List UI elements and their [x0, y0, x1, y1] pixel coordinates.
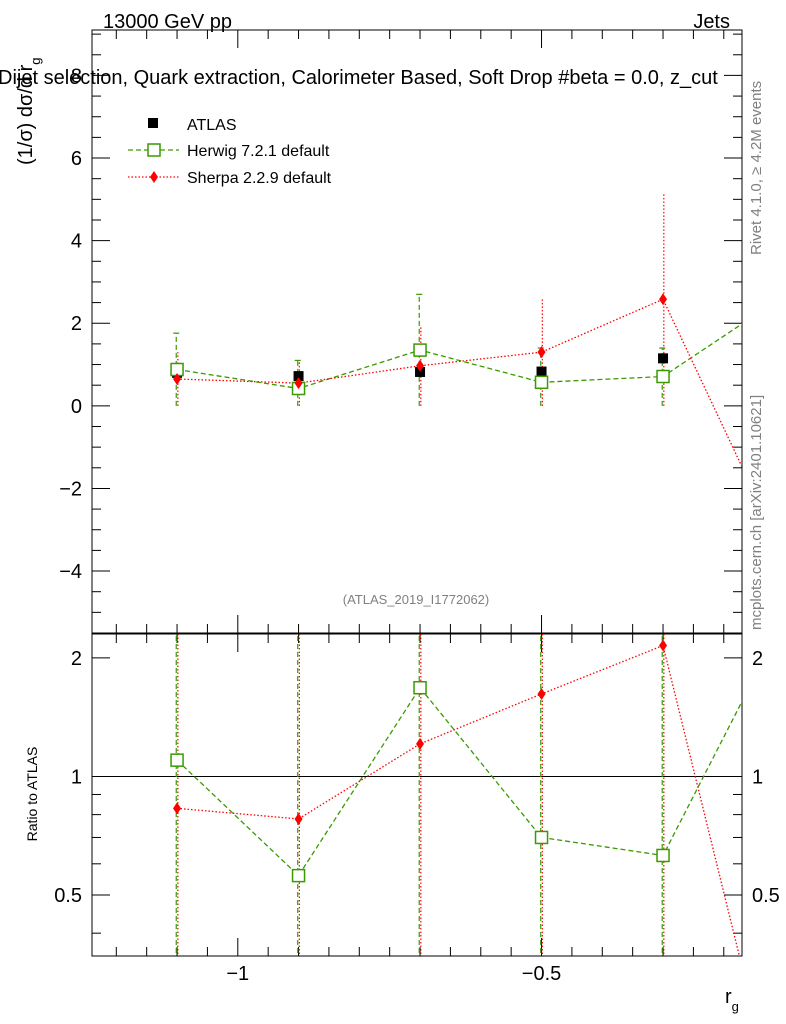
main-plot-data [170, 192, 760, 469]
header-jets: Jets [693, 11, 730, 33]
y-tick-label: 8 [71, 65, 82, 87]
legend-sherpa-label: Sherpa 2.2.9 default [187, 170, 332, 187]
atlas-point [536, 366, 547, 377]
ratio-axis-label-text: Ratio to ATLAS [24, 747, 40, 842]
ratio-tick-label-right: 2 [752, 648, 763, 670]
ratio-axis-label: Ratio to ATLAS [24, 747, 40, 842]
plot-title: Dijet selection, Quark extraction, Calor… [0, 67, 718, 89]
sherpa-ratio-point [173, 802, 182, 815]
y-axis-label: (1/σ) dσ/d rg [15, 58, 43, 166]
sherpa-ratio-line [176, 644, 741, 956]
herwig-line [176, 323, 742, 390]
x-tick-label: −1 [226, 963, 249, 985]
herwig-ratio-line [176, 686, 742, 877]
main-plot-frame [91, 29, 743, 634]
y-axis-label-main: (1/σ) dσ/d r [15, 64, 37, 165]
ratio-plot-data [170, 634, 760, 956]
herwig-ratio-point [748, 672, 760, 684]
atlas-point [749, 350, 759, 360]
sherpa-point [173, 372, 182, 385]
x-axis-label-main: r [725, 986, 732, 1008]
herwig-ratio-point [291, 868, 306, 883]
y-axis-label-text: (1/σ) dσ/d rg [15, 58, 43, 166]
ratio-tick-label-right: 1 [752, 766, 763, 788]
ratio-tick-label: 2 [71, 648, 82, 670]
herwig-ratio-point [656, 848, 670, 863]
y-axis-label-sub: g [28, 58, 43, 65]
ratio-tick-label: 0.5 [54, 885, 82, 907]
atlas-point [293, 371, 304, 382]
legend-herwig-marker [147, 143, 161, 157]
herwig-ratio-point [534, 830, 549, 845]
atlas-point [415, 366, 426, 377]
y-tick-label: −4 [59, 561, 82, 583]
atlas-point [658, 353, 669, 364]
ratio-tick-label-right: 0.5 [752, 885, 780, 907]
legend-herwig-label: Herwig 7.2.1 default [187, 143, 330, 160]
y-tick-label: 6 [71, 148, 82, 170]
analysis-id: (ATLAS_2019_I1772062) [343, 592, 489, 607]
sherpa-point [537, 346, 546, 359]
header-energy: 13000 GeV pp [103, 11, 232, 33]
mcplots-info-text: mcplots.cern.ch [arXiv:2401.10621] [748, 395, 765, 630]
rivet-info: Rivet 4.1.0, ≥ 4.2M events [748, 81, 765, 255]
sherpa-ratio-point [294, 812, 303, 825]
herwig-point [656, 369, 670, 384]
sherpa-ratio-point [416, 737, 425, 750]
mcplots-info: mcplots.cern.ch [arXiv:2401.10621] [748, 395, 765, 630]
sherpa-point [294, 377, 303, 390]
legend-atlas-marker [148, 118, 158, 128]
herwig-ratio-point [413, 680, 427, 695]
x-tick-label: −0.5 [522, 963, 561, 985]
axis-ticks: −1 −0.5 −4 −2 0 2 4 6 8 0.5 0.5 1 1 2 2 [54, 30, 780, 985]
sherpa-line [177, 298, 742, 469]
sherpa-point [659, 293, 668, 306]
herwig-ratio-point [170, 753, 184, 767]
legend-sherpa-marker [150, 171, 158, 183]
y-tick-label: 2 [71, 313, 82, 335]
ratio-tick-label: 1 [71, 766, 82, 788]
x-axis-label-sub: g [732, 999, 739, 1014]
ratio-plot-frame [91, 633, 743, 957]
x-axis-label: rg [725, 986, 739, 1014]
rivet-info-text: Rivet 4.1.0, ≥ 4.2M events [748, 81, 765, 255]
sherpa-point [416, 359, 425, 372]
herwig-point [413, 343, 427, 357]
y-tick-label: −2 [59, 478, 82, 500]
legend-atlas-label: ATLAS [187, 117, 237, 134]
y-tick-label: 4 [71, 231, 82, 253]
herwig-point [748, 310, 760, 322]
herwig-point [534, 375, 549, 390]
legend: ATLAS Herwig 7.2.1 default Sherpa 2.2.9 … [128, 117, 332, 187]
sherpa-ratio-point [659, 639, 668, 652]
y-tick-label: 0 [71, 396, 82, 418]
sherpa-ratio-point [537, 687, 546, 700]
